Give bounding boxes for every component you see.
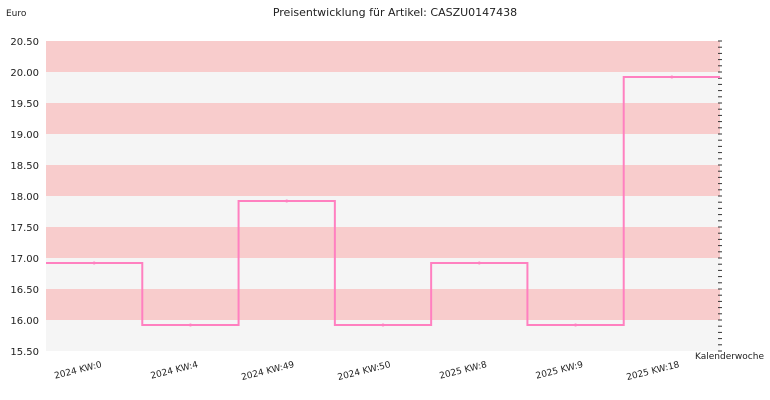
- background-band: [46, 134, 720, 165]
- x-tick-label: 2025 KW:9: [535, 360, 585, 381]
- x-tick-label: 2024 KW:4: [150, 360, 200, 381]
- y-tick-label: 17.00: [10, 254, 39, 265]
- data-point: [670, 75, 674, 79]
- price-series: [46, 75, 720, 327]
- y-tick-label: 19.50: [10, 99, 39, 110]
- y-axis-ticks: 20.50 20.00 19.50 19.00 18.50 18.00 17.50 17.00…: [10, 37, 39, 358]
- y-tick-label: 15.50: [10, 347, 39, 358]
- y-tick-label: 16.50: [10, 285, 39, 296]
- background-band: [46, 41, 720, 72]
- data-point: [92, 261, 96, 265]
- background-band: [46, 289, 720, 320]
- y-axis-label: Euro: [6, 9, 27, 19]
- x-tick-label: 2024 KW:50: [337, 360, 392, 383]
- y-tick-label: 18.50: [10, 161, 39, 172]
- data-point: [381, 323, 385, 327]
- y-tick-label: 20.50: [10, 37, 39, 48]
- data-point: [477, 261, 481, 265]
- right-minor-ticks: [718, 40, 722, 352]
- background-band: [46, 165, 720, 196]
- x-axis-ticks: 2024 KW:0 2024 KW:4 2024 KW:49 2024 KW:50 20…: [53, 360, 680, 383]
- data-point: [188, 323, 192, 327]
- data-point: [574, 323, 578, 327]
- x-tick-label: 2024 KW:0: [53, 360, 103, 381]
- x-tick-label: 2025 KW:18: [626, 360, 681, 383]
- data-point: [285, 199, 289, 203]
- y-tick-label: 16.00: [10, 316, 39, 327]
- background-band: [46, 258, 720, 289]
- x-tick-label: 2024 KW:49: [240, 360, 295, 383]
- background-band: [46, 103, 720, 134]
- background-band: [46, 196, 720, 227]
- background-band: [46, 227, 720, 258]
- y-tick-label: 18.00: [10, 192, 39, 203]
- x-tick-label: 2025 KW:8: [439, 360, 489, 381]
- y-tick-label: 20.00: [10, 68, 39, 79]
- plot-background-bands: [46, 41, 720, 351]
- y-tick-label: 19.00: [10, 130, 39, 141]
- chart-title: Preisentwicklung für Artikel: CASZU01474…: [273, 6, 517, 19]
- x-axis-label: Kalenderwoche: [695, 352, 764, 362]
- y-tick-label: 17.50: [10, 223, 39, 234]
- background-band: [46, 72, 720, 103]
